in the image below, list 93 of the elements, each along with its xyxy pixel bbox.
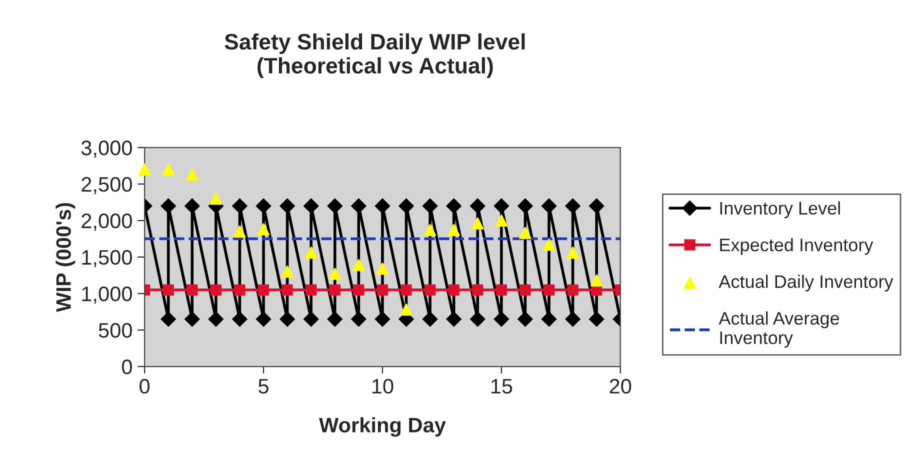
point: [424, 224, 436, 236]
point: [258, 284, 270, 296]
x-tick-label: 0: [140, 378, 150, 394]
point: [566, 246, 579, 259]
point: [281, 266, 294, 278]
point: [353, 284, 364, 296]
y-tick-label: 500: [98, 323, 132, 338]
point: [565, 198, 580, 214]
point: [160, 312, 176, 327]
point: [162, 163, 174, 176]
point: [234, 225, 246, 238]
chart-title: Safety Shield Daily WIP level (Theoretical vs Actual): [224, 33, 525, 78]
point: [232, 312, 248, 327]
point: [374, 312, 390, 327]
point: [351, 198, 366, 214]
point: [256, 198, 272, 214]
point: [589, 312, 604, 327]
point: [186, 284, 198, 296]
point: [162, 284, 174, 296]
legend-label: Actual Average Inventory: [718, 311, 840, 348]
point: [590, 274, 603, 286]
point: [306, 284, 317, 296]
x-tick-label: 5: [258, 379, 268, 394]
point: [446, 312, 462, 327]
point: [495, 214, 508, 227]
point: [256, 312, 272, 327]
point: [589, 198, 604, 214]
point: [138, 163, 151, 176]
point: [472, 217, 484, 230]
point: [494, 312, 509, 327]
point: [565, 312, 580, 327]
point: [186, 168, 198, 181]
point: [352, 258, 365, 272]
x-tick-label: 15: [491, 379, 512, 394]
point: [422, 198, 438, 214]
y-axis-title: WIP (000's): [56, 203, 76, 312]
point: [232, 198, 248, 214]
point: [184, 312, 200, 327]
point: [567, 284, 578, 296]
y-tick-label: 1,000: [82, 286, 132, 304]
x-axis-title: Working Day: [319, 417, 446, 437]
point: [542, 238, 556, 251]
point: [520, 284, 531, 296]
point: [494, 198, 509, 214]
point: [208, 312, 224, 327]
point: [328, 268, 341, 280]
point: [519, 226, 532, 240]
point: [541, 312, 557, 327]
point: [422, 312, 438, 327]
point: [280, 312, 295, 327]
point: [351, 312, 366, 327]
point: [543, 284, 555, 296]
point: [210, 284, 222, 296]
point: [496, 284, 507, 296]
point: [376, 284, 388, 296]
point: [329, 284, 340, 296]
point: [400, 284, 412, 296]
point: [518, 312, 533, 327]
point: [257, 223, 270, 236]
y-tick-label: 0: [122, 360, 132, 374]
point: [184, 198, 200, 214]
point: [470, 312, 486, 327]
y-tick-label: 2,500: [82, 177, 132, 194]
point: [327, 312, 342, 327]
legend-label: Inventory Level: [720, 201, 840, 218]
x-tick-label: 20: [610, 378, 632, 394]
legend-label: Expected Inventory: [720, 238, 874, 255]
legend-label: Actual Daily Inventory: [718, 274, 894, 292]
point: [304, 312, 319, 327]
point: [160, 198, 176, 214]
point: [470, 198, 486, 214]
point: [400, 304, 412, 316]
point: [234, 284, 246, 296]
point: [541, 198, 557, 214]
point: [280, 198, 295, 214]
x-tick-label: 10: [372, 378, 394, 394]
point: [282, 284, 293, 296]
point: [398, 198, 414, 214]
point: [210, 192, 222, 205]
point: [376, 262, 389, 275]
point: [448, 284, 460, 296]
point: [448, 224, 460, 236]
point: [304, 198, 319, 214]
point: [518, 198, 533, 214]
point: [446, 198, 462, 214]
point: [472, 284, 484, 296]
point: [424, 284, 436, 296]
point: [305, 246, 318, 259]
y-tick-label: 3,000: [81, 140, 132, 158]
y-tick-label: 1,500: [82, 250, 132, 268]
point: [327, 198, 342, 214]
point: [374, 198, 390, 214]
y-tick-label: 2,000: [82, 214, 132, 231]
